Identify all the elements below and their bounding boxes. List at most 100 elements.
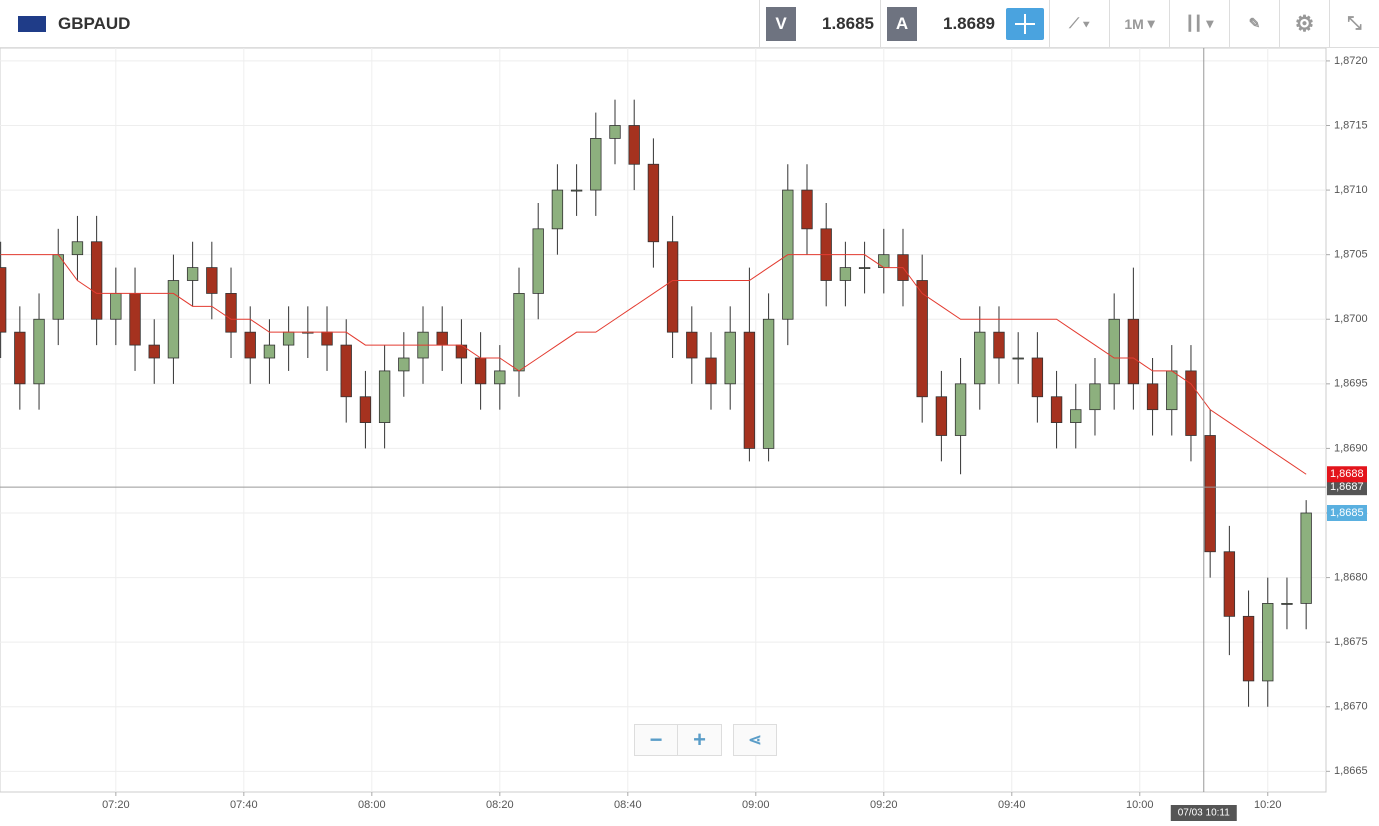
crosshair-x-label: 07/03 10:11 bbox=[1178, 808, 1231, 819]
candle-body bbox=[321, 331, 333, 346]
candle-body bbox=[206, 267, 218, 294]
x-tick-label: 10:00 bbox=[1126, 799, 1154, 811]
chart-type-button[interactable]: ┃┃ ▾ bbox=[1169, 0, 1229, 48]
candle-body bbox=[570, 189, 583, 192]
crosshair-y-box bbox=[1327, 479, 1367, 496]
settings-button[interactable]: ⚙ bbox=[1279, 0, 1329, 48]
candle-body bbox=[90, 241, 103, 320]
x-tick-label: 07:20 bbox=[102, 799, 130, 811]
y-tick-label: 1,8715 bbox=[1334, 119, 1368, 131]
candle-body bbox=[1281, 603, 1293, 605]
y-tick-label: 1,8665 bbox=[1334, 765, 1368, 777]
price-label-box bbox=[1327, 466, 1367, 483]
candle-body bbox=[801, 189, 813, 230]
candle-body bbox=[474, 357, 487, 385]
candle-body bbox=[974, 331, 986, 385]
y-tick-label: 1,8675 bbox=[1334, 636, 1368, 648]
x-tick-label: 08:00 bbox=[358, 799, 386, 811]
bid-quote[interactable]: V 1.8685 bbox=[759, 0, 880, 48]
y-tick-label: 1,8680 bbox=[1334, 571, 1368, 583]
candle-body bbox=[1050, 396, 1063, 423]
candle-body bbox=[225, 293, 237, 333]
symbol: GBPAUD bbox=[58, 13, 131, 33]
candle-body bbox=[340, 344, 352, 398]
y-tick-label: 1,8720 bbox=[1334, 55, 1368, 67]
share-button[interactable]: ⋖ bbox=[733, 724, 777, 756]
zoom-in[interactable]: + bbox=[677, 724, 722, 756]
candle-body bbox=[993, 331, 1005, 359]
price-label: 1,8688 bbox=[1330, 468, 1364, 480]
candle-body bbox=[1108, 318, 1120, 385]
candle-body bbox=[167, 280, 180, 359]
y-tick-label: 1,8710 bbox=[1334, 184, 1368, 196]
x-tick-label: 09:40 bbox=[998, 799, 1026, 811]
price-label-box bbox=[1327, 505, 1367, 521]
timeframe-button[interactable]: 1M ▾ bbox=[1109, 0, 1169, 48]
indicator-button[interactable]: ⟋ ▾ bbox=[1049, 0, 1109, 48]
x-tick-label: 10:20 bbox=[1254, 799, 1282, 811]
candle-body bbox=[532, 228, 544, 294]
toolbar: GBPAUD V 1.8685 A 1.8689 ⟋ ▾ 1M ▾ ┃┃ ▾ ✎… bbox=[0, 0, 1379, 48]
crosshair-y-label: 1,8687 bbox=[1330, 481, 1364, 493]
candle-body bbox=[110, 293, 122, 320]
candle-body bbox=[359, 396, 372, 423]
candle-body bbox=[724, 331, 736, 385]
x-tick-label: 08:40 bbox=[614, 799, 642, 811]
y-tick-label: 1,8695 bbox=[1334, 378, 1368, 390]
candle-body bbox=[52, 254, 64, 320]
candle-body bbox=[1242, 615, 1255, 682]
timeframe: 1M bbox=[1124, 15, 1144, 32]
bid-price: 1.8685 bbox=[822, 13, 874, 33]
candle-body bbox=[954, 383, 967, 436]
candle-body bbox=[1146, 383, 1159, 411]
ask-price: 1.8689 bbox=[943, 13, 995, 33]
collapse-button[interactable]: ⤡ bbox=[1329, 0, 1379, 48]
candle-body bbox=[398, 357, 410, 372]
candle-body bbox=[609, 125, 621, 139]
candle-body bbox=[1070, 409, 1082, 423]
candle-body bbox=[263, 344, 276, 359]
ask-label: A bbox=[887, 6, 917, 41]
candle-body bbox=[378, 370, 391, 423]
draw-button[interactable]: ✎ bbox=[1229, 0, 1279, 48]
ask-quote[interactable]: A 1.8689 bbox=[880, 0, 1001, 48]
zoom-out[interactable]: − bbox=[634, 724, 678, 756]
candle-body bbox=[628, 125, 640, 165]
candle-body bbox=[186, 267, 199, 281]
moving-average bbox=[0, 254, 1307, 475]
candle-body bbox=[686, 331, 698, 359]
candle-body bbox=[1185, 370, 1197, 436]
candle-body bbox=[1089, 383, 1101, 411]
candle-body bbox=[0, 267, 7, 333]
candle-body bbox=[551, 189, 564, 230]
crosshair-button[interactable] bbox=[1001, 0, 1049, 48]
candle-body bbox=[129, 293, 141, 346]
candle-body bbox=[71, 241, 84, 256]
crosshair-x-box bbox=[1170, 805, 1237, 821]
candle-body bbox=[1127, 318, 1140, 385]
bid-label: V bbox=[766, 6, 796, 41]
candle-body bbox=[1262, 603, 1274, 682]
candle-body bbox=[858, 267, 871, 269]
candle-body bbox=[839, 267, 852, 281]
candle-body bbox=[743, 331, 756, 449]
candle-body bbox=[14, 331, 26, 385]
candle-body bbox=[1031, 357, 1044, 398]
candle-body bbox=[666, 241, 679, 333]
candle-body bbox=[1166, 370, 1178, 411]
candle-body bbox=[590, 138, 602, 191]
x-tick-label: 09:00 bbox=[742, 799, 770, 811]
x-tick-label: 07:40 bbox=[230, 799, 258, 811]
x-tick-label: 09:20 bbox=[870, 799, 898, 811]
candle-body bbox=[1300, 512, 1312, 604]
price-label: 1,8685 bbox=[1330, 507, 1364, 519]
candle-body bbox=[436, 331, 448, 346]
candle-body bbox=[244, 331, 256, 359]
candle-body bbox=[1012, 357, 1024, 360]
candle-body bbox=[1223, 551, 1236, 617]
candle-body bbox=[148, 344, 160, 359]
y-tick-label: 1,8670 bbox=[1334, 701, 1368, 713]
x-tick-label: 08:20 bbox=[486, 799, 514, 811]
candle-body bbox=[916, 280, 928, 398]
